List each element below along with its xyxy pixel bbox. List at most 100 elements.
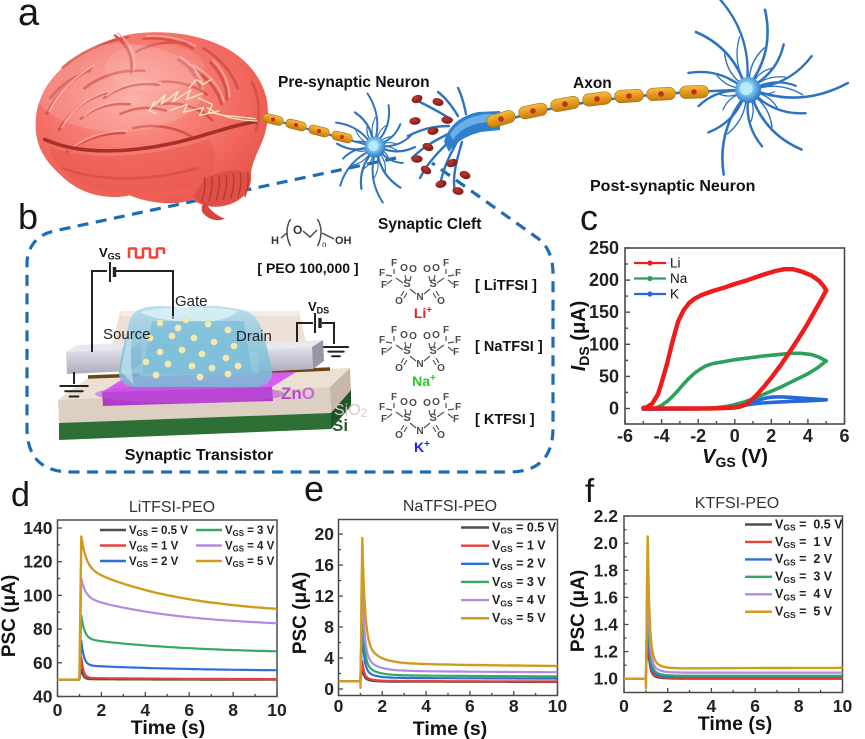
svg-text:4: 4 xyxy=(803,426,813,446)
svg-text:S: S xyxy=(429,278,436,290)
svg-text:F: F xyxy=(443,325,449,336)
svg-text:Na: Na xyxy=(670,271,688,286)
svg-text:N: N xyxy=(416,359,423,370)
svg-text:F: F xyxy=(455,335,461,346)
svg-text:e: e xyxy=(304,468,324,509)
svg-text:Synaptic Cleft: Synaptic Cleft xyxy=(378,216,481,233)
svg-text:VGS = 4 V: VGS = 4 V xyxy=(225,540,275,553)
svg-text:O: O xyxy=(437,363,445,374)
svg-text:20: 20 xyxy=(315,524,335,544)
svg-text:4: 4 xyxy=(324,648,334,668)
svg-text:6: 6 xyxy=(839,426,849,446)
svg-text:Si: Si xyxy=(332,416,348,435)
svg-text:[ LiTFSI ]: [ LiTFSI ] xyxy=(475,278,537,294)
svg-text:0: 0 xyxy=(619,696,629,716)
svg-text:Time (s): Time (s) xyxy=(698,713,772,735)
svg-text:O: O xyxy=(437,430,445,441)
svg-text:c: c xyxy=(580,197,598,238)
svg-text:n: n xyxy=(322,240,326,249)
svg-text:VGS: VGS xyxy=(99,245,121,262)
svg-text:10: 10 xyxy=(548,696,568,716)
svg-text:F: F xyxy=(443,258,449,269)
svg-text:O: O xyxy=(409,264,417,275)
svg-text:0: 0 xyxy=(609,399,619,419)
svg-text:K+: K+ xyxy=(414,439,430,455)
svg-text:OH: OH xyxy=(335,235,352,247)
svg-text:140: 140 xyxy=(23,518,52,538)
svg-text:120: 120 xyxy=(23,552,52,572)
svg-text:PSC (μA): PSC (μA) xyxy=(568,570,589,652)
svg-text:VGS = 1 V: VGS = 1 V xyxy=(775,535,833,550)
svg-text:VGS = 0.5 V: VGS = 0.5 V xyxy=(775,517,843,532)
svg-text:S: S xyxy=(429,345,436,357)
svg-text:a: a xyxy=(18,0,40,34)
svg-text:60: 60 xyxy=(33,653,53,673)
svg-text:2.2: 2.2 xyxy=(594,506,619,526)
svg-text:O: O xyxy=(432,263,440,274)
svg-text:2: 2 xyxy=(766,426,776,446)
svg-text:VGS = 5 V: VGS = 5 V xyxy=(775,605,833,620)
svg-text:S: S xyxy=(429,412,436,424)
svg-text:b: b xyxy=(18,196,38,237)
svg-text:O: O xyxy=(432,397,440,408)
svg-text:250: 250 xyxy=(589,238,619,258)
svg-text:1.0: 1.0 xyxy=(594,669,619,689)
svg-text:VGS = 5 V: VGS = 5 V xyxy=(225,556,275,569)
svg-text:-4: -4 xyxy=(654,426,670,446)
svg-text:Source: Source xyxy=(103,326,151,343)
svg-text:Axon: Axon xyxy=(573,75,612,92)
svg-text:H: H xyxy=(271,235,279,247)
svg-text:8: 8 xyxy=(324,617,334,637)
svg-text:F: F xyxy=(381,347,387,358)
svg-text:F: F xyxy=(379,268,385,279)
svg-text:Time (s): Time (s) xyxy=(131,717,205,739)
svg-text:O: O xyxy=(423,398,431,409)
svg-text:Li+: Li+ xyxy=(414,305,432,321)
svg-text:16: 16 xyxy=(315,555,335,575)
svg-text:1.2: 1.2 xyxy=(594,642,619,662)
svg-text:6: 6 xyxy=(465,696,475,716)
svg-text:8: 8 xyxy=(509,696,519,716)
svg-text:F: F xyxy=(453,414,459,425)
svg-text:F: F xyxy=(391,392,397,403)
svg-text:O: O xyxy=(432,330,440,341)
svg-text:KTFSI-PEO: KTFSI-PEO xyxy=(695,495,779,512)
svg-text:100: 100 xyxy=(23,585,52,605)
svg-text:F: F xyxy=(453,280,459,291)
svg-text:Drain: Drain xyxy=(236,328,272,345)
svg-text:VGS = 0.5 V: VGS = 0.5 V xyxy=(129,525,188,538)
svg-text:Time (s): Time (s) xyxy=(413,718,487,739)
svg-text:8: 8 xyxy=(794,696,804,716)
svg-text:4: 4 xyxy=(140,700,150,720)
svg-text:VGS = 0.5 V: VGS = 0.5 V xyxy=(492,520,557,535)
svg-text:N: N xyxy=(416,426,423,437)
svg-text:O: O xyxy=(395,296,403,307)
svg-text:200: 200 xyxy=(589,270,619,290)
svg-text:-2: -2 xyxy=(690,426,706,446)
svg-text:O: O xyxy=(400,263,408,274)
svg-text:Li: Li xyxy=(670,256,681,271)
svg-text:6: 6 xyxy=(184,700,194,720)
svg-text:LiTFSI-PEO: LiTFSI-PEO xyxy=(129,499,215,516)
svg-text:F: F xyxy=(391,325,397,336)
svg-text:Na+: Na+ xyxy=(412,373,436,389)
svg-text:SiO2: SiO2 xyxy=(334,402,368,420)
svg-text:ZnO: ZnO xyxy=(281,384,315,403)
svg-text:VGS = 4 V: VGS = 4 V xyxy=(775,587,833,602)
svg-text:IDS (μA): IDS (μA) xyxy=(568,301,592,372)
svg-text:O: O xyxy=(400,397,408,408)
svg-text:O: O xyxy=(409,398,417,409)
svg-text:VGS (V): VGS (V) xyxy=(702,446,768,470)
svg-text:4: 4 xyxy=(421,696,431,716)
svg-text:d: d xyxy=(11,476,30,514)
svg-text:2.0: 2.0 xyxy=(594,533,619,553)
svg-text:VGS = 2 V: VGS = 2 V xyxy=(492,557,546,572)
svg-text:8: 8 xyxy=(228,700,238,720)
svg-text:Pre-synaptic Neuron: Pre-synaptic Neuron xyxy=(278,74,430,91)
svg-text:VGS = 3 V: VGS = 3 V xyxy=(775,570,833,585)
svg-text:10: 10 xyxy=(267,700,287,720)
svg-text:S: S xyxy=(403,278,410,290)
svg-text:150: 150 xyxy=(589,302,619,322)
svg-text:Synaptic Transistor: Synaptic Transistor xyxy=(125,447,274,464)
svg-text:O: O xyxy=(409,331,417,342)
